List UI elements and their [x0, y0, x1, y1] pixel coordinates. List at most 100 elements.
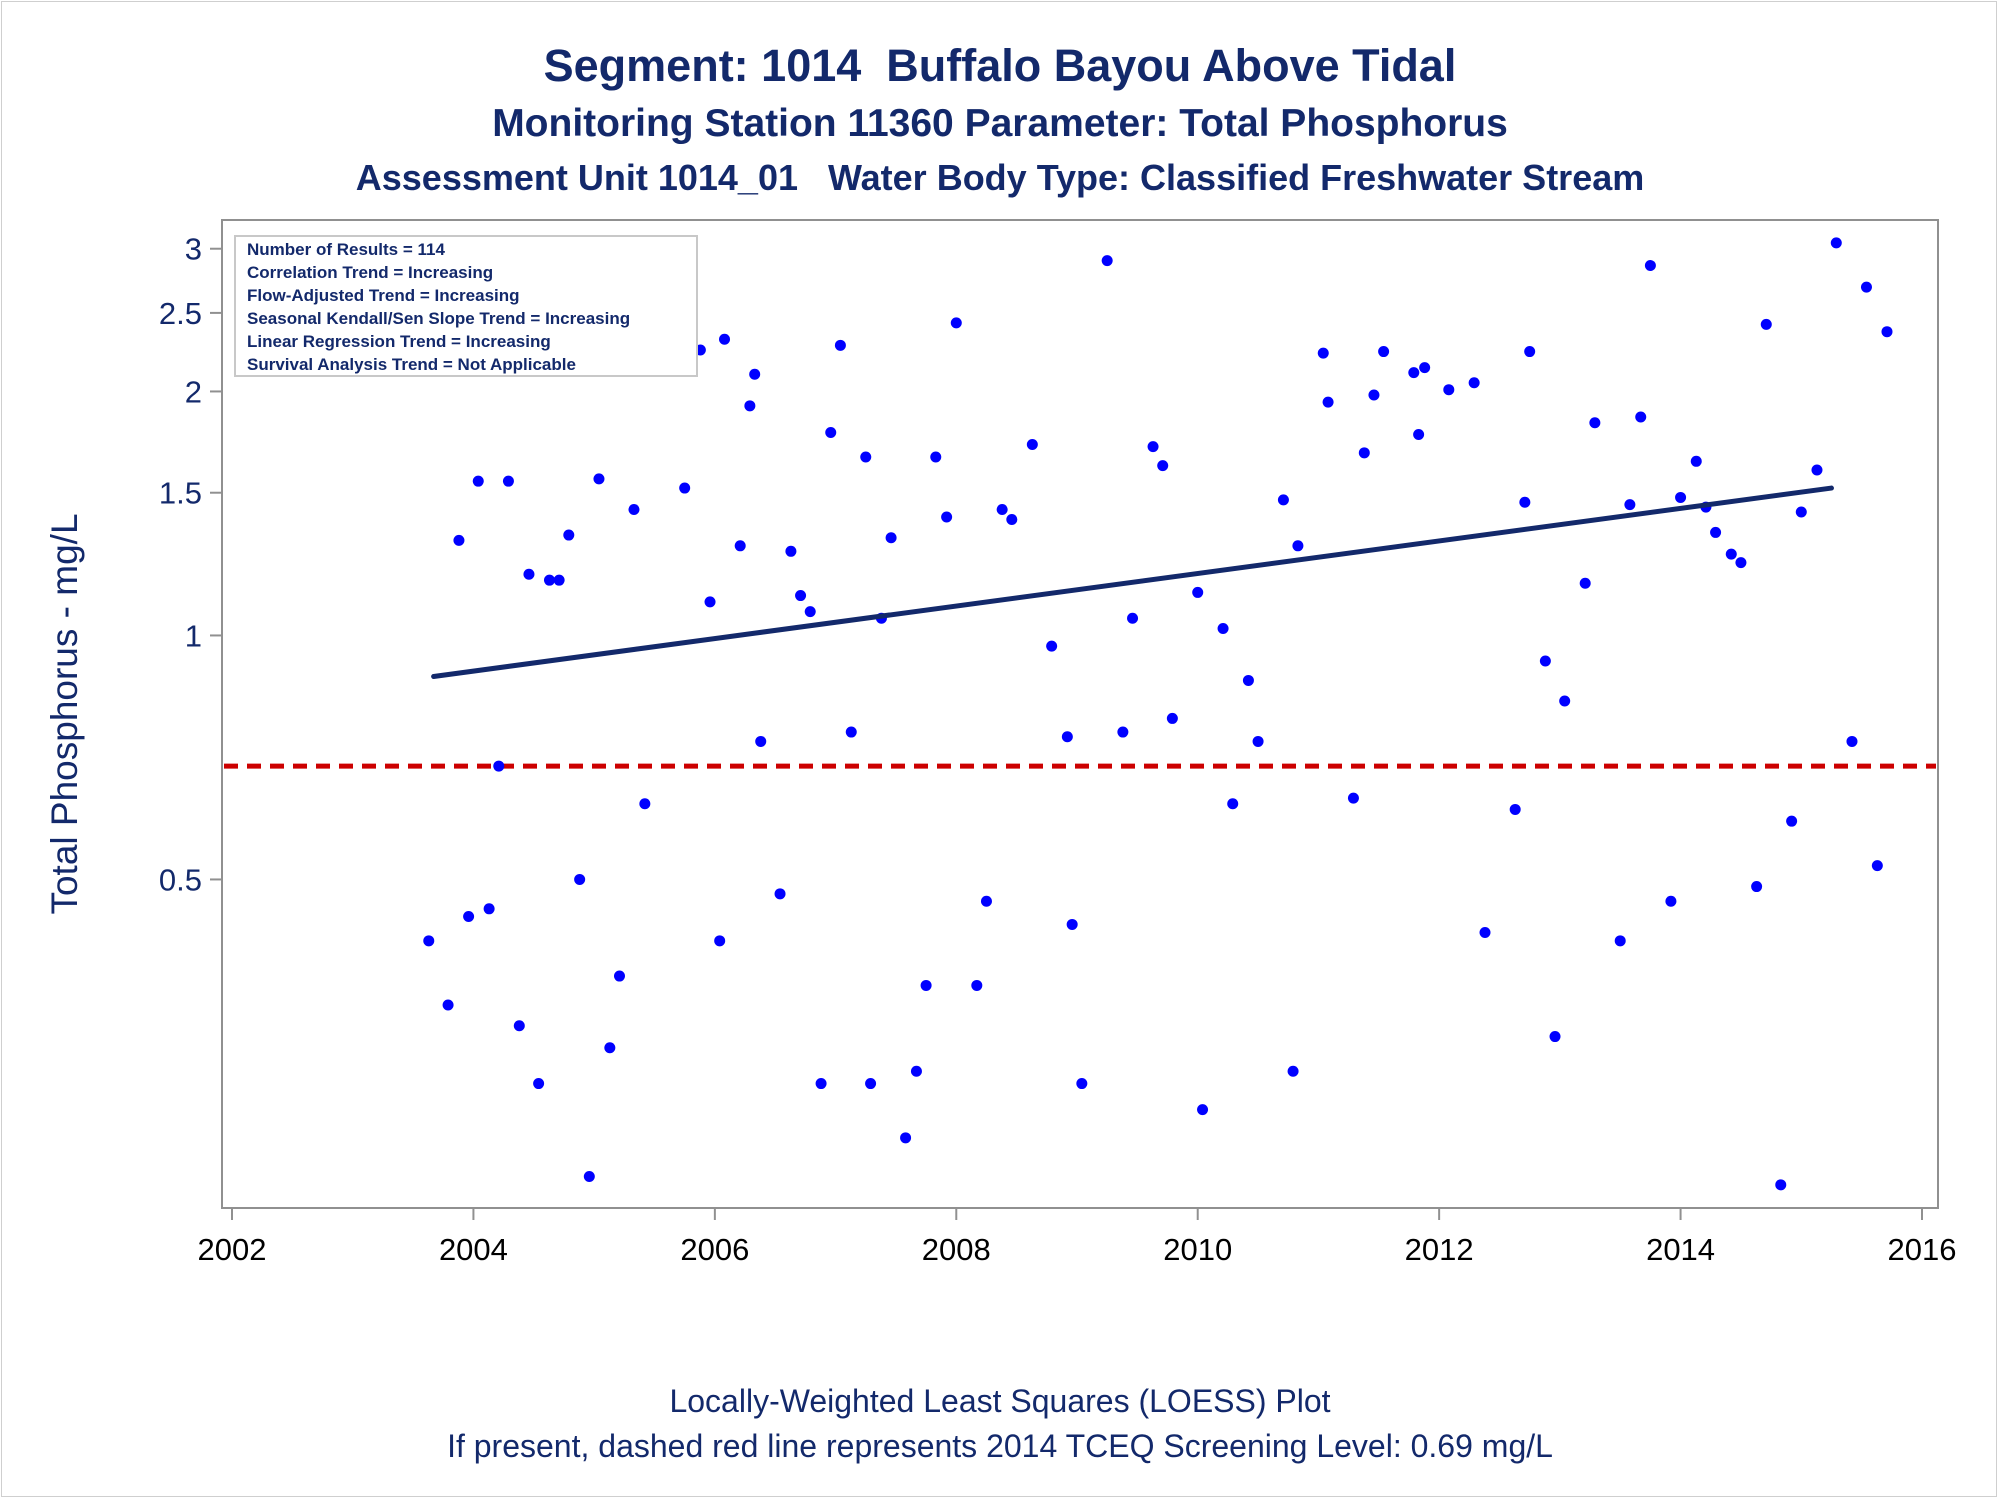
data-point	[1871, 860, 1883, 872]
data-point	[860, 451, 872, 463]
data-point	[1408, 367, 1420, 379]
chart-subtitle: Monitoring Station 11360 Parameter: Tota…	[492, 102, 1508, 145]
data-point	[483, 903, 495, 915]
x-tick-label: 2002	[198, 1232, 267, 1267]
data-point	[804, 606, 816, 618]
stat-linear-regression-trend: Linear Regression Trend = Increasing	[247, 332, 551, 351]
data-point	[1710, 526, 1722, 538]
x-tick-label: 2008	[922, 1232, 991, 1267]
data-point	[1735, 557, 1747, 569]
data-point	[553, 574, 565, 586]
data-point	[1539, 655, 1551, 667]
data-points	[423, 237, 1893, 1191]
x-tick-label: 2016	[1888, 1232, 1957, 1267]
data-point	[1690, 455, 1702, 467]
data-point	[583, 1171, 595, 1183]
data-point	[714, 935, 726, 947]
data-point	[1624, 499, 1636, 511]
data-point	[628, 504, 640, 516]
data-point	[1614, 935, 1626, 947]
data-point	[1579, 577, 1591, 589]
data-point	[1811, 464, 1823, 476]
footnote-screening: If present, dashed red line represents 2…	[447, 1428, 1553, 1464]
data-point	[453, 534, 465, 546]
data-point	[1775, 1179, 1787, 1191]
data-point	[1635, 411, 1647, 423]
data-point	[755, 735, 767, 747]
data-point	[1192, 586, 1204, 598]
data-point	[513, 1020, 525, 1032]
data-point	[1675, 491, 1687, 503]
data-point	[1795, 506, 1807, 518]
data-point	[865, 1078, 877, 1090]
data-point	[744, 400, 756, 412]
data-point	[980, 895, 992, 907]
data-point	[734, 540, 746, 552]
x-tick-label: 2014	[1646, 1232, 1715, 1267]
trend-line	[431, 485, 1834, 679]
y-tick-label: 0.5	[159, 862, 202, 897]
stat-survival-analysis-trend: Survival Analysis Trend = Not Applicable	[247, 355, 576, 374]
data-point	[423, 935, 435, 947]
data-point	[1317, 347, 1329, 359]
data-point	[1157, 460, 1169, 472]
data-point	[593, 473, 605, 485]
data-point	[1378, 346, 1390, 358]
x-axis: 2002 2004 2006 2008 2010 2012 2014 2016	[198, 1208, 1957, 1267]
data-point	[543, 574, 555, 586]
data-point	[1881, 326, 1893, 338]
data-point	[1076, 1078, 1088, 1090]
data-point	[1242, 674, 1254, 686]
stats-box-border	[234, 235, 698, 377]
data-point	[493, 760, 505, 772]
stat-seasonal-kendall-trend: Seasonal Kendall/Sen Slope Trend = Incre…	[247, 309, 630, 328]
data-point	[1443, 384, 1455, 396]
data-point	[639, 798, 651, 810]
data-point	[1061, 731, 1073, 743]
data-point	[971, 979, 983, 991]
data-point	[1519, 496, 1531, 508]
data-point	[774, 888, 786, 900]
data-point	[1026, 439, 1038, 451]
y-axis-label: Total Phosphorus - mg/L	[44, 513, 85, 914]
data-point	[442, 999, 454, 1011]
data-point	[1509, 803, 1521, 815]
data-point	[1830, 237, 1842, 249]
stat-number-of-results: Number of Results = 114	[247, 240, 445, 259]
data-point	[815, 1078, 827, 1090]
y-tick-label: 2.5	[159, 296, 202, 331]
data-point	[1101, 255, 1113, 267]
data-point	[996, 504, 1008, 516]
data-point	[1368, 389, 1380, 401]
data-point	[1751, 881, 1763, 893]
data-point	[1419, 362, 1431, 374]
footnote-loess: Locally-Weighted Least Squares (LOESS) P…	[669, 1383, 1331, 1419]
stat-flow-adjusted-trend: Flow-Adjusted Trend = Increasing	[247, 286, 520, 305]
data-point	[1277, 494, 1289, 506]
data-point	[795, 590, 807, 602]
data-point	[885, 532, 897, 544]
data-point	[604, 1042, 616, 1054]
data-point	[1644, 260, 1656, 272]
data-point	[704, 596, 716, 608]
data-point	[1006, 514, 1018, 526]
data-point	[1860, 281, 1872, 293]
data-point	[1217, 622, 1229, 634]
data-point	[1665, 895, 1677, 907]
data-point	[1846, 735, 1858, 747]
data-point	[845, 726, 857, 738]
data-point	[533, 1078, 545, 1090]
data-point	[1549, 1031, 1561, 1043]
data-point	[1725, 548, 1737, 560]
data-point	[1559, 695, 1571, 707]
data-point	[1322, 396, 1334, 408]
x-tick-label: 2012	[1405, 1232, 1474, 1267]
stat-correlation-trend: Correlation Trend = Increasing	[247, 263, 493, 282]
data-point	[1760, 318, 1772, 330]
data-point	[1524, 346, 1536, 358]
data-point	[563, 529, 575, 541]
data-point	[1292, 540, 1304, 552]
y-tick-label: 3	[185, 232, 202, 267]
